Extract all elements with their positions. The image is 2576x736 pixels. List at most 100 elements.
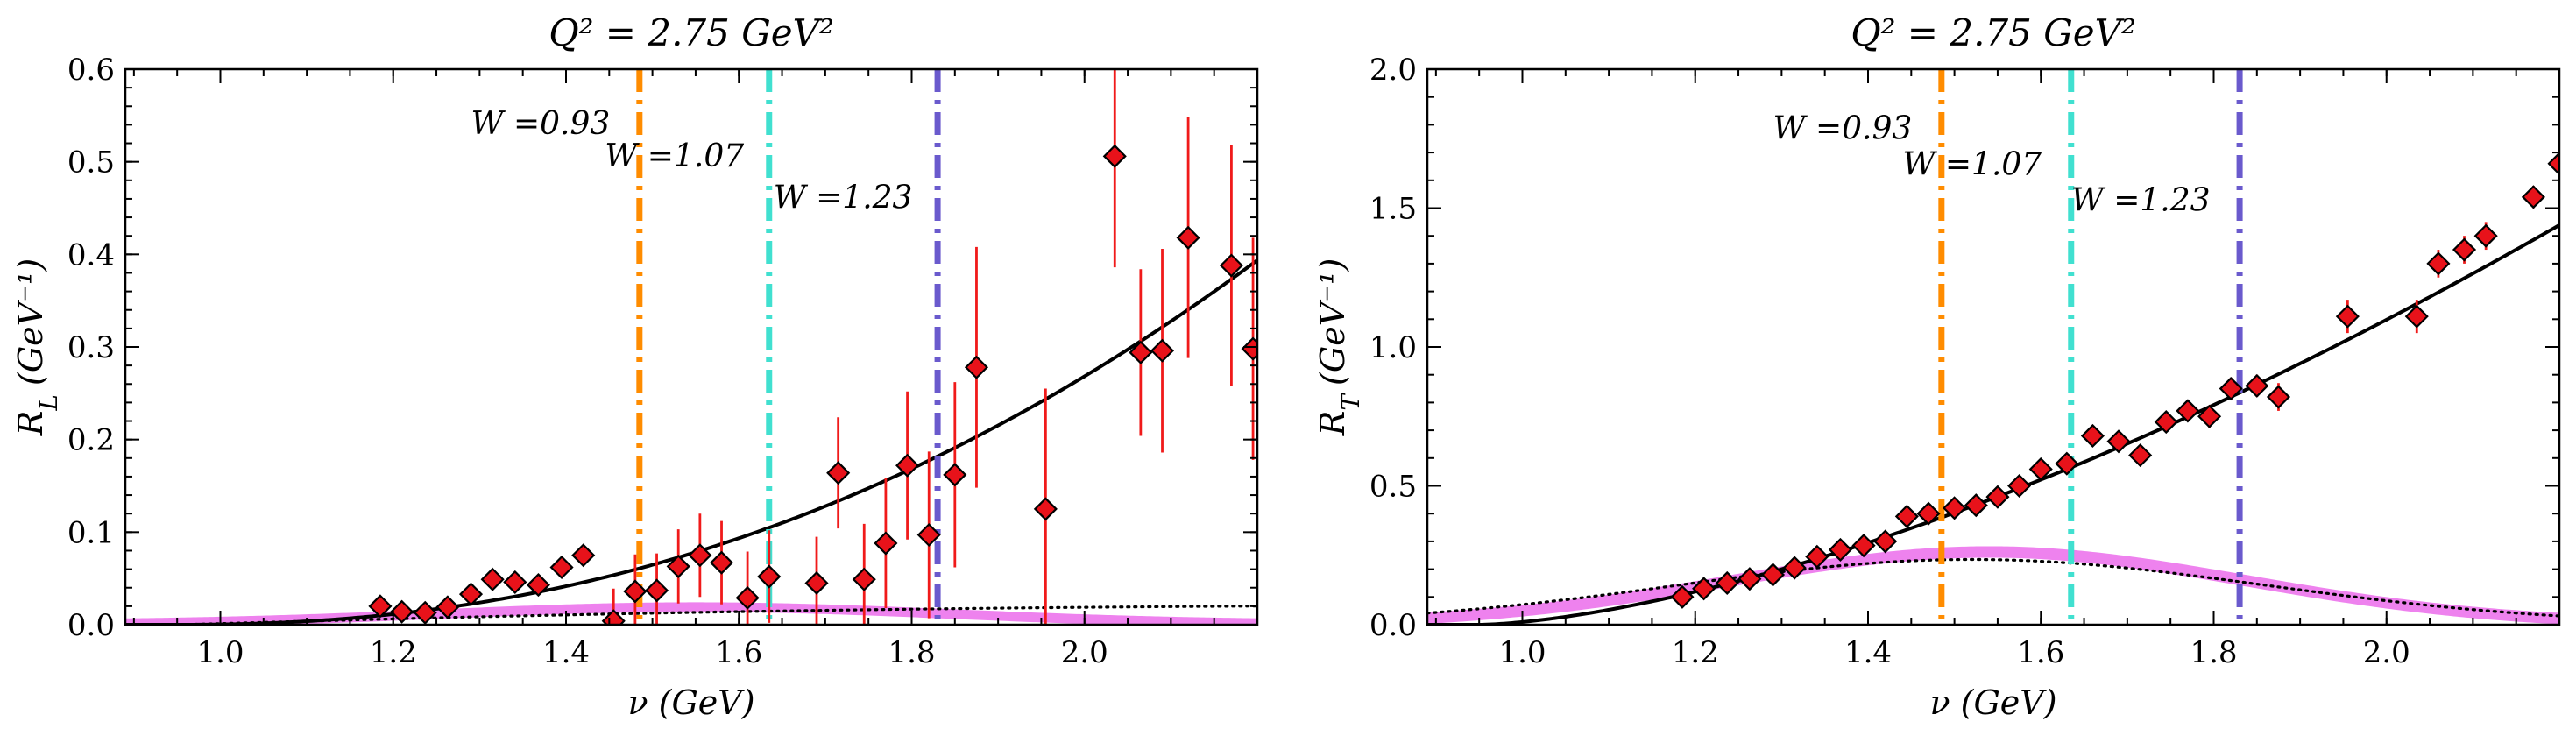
xtick-label: 2.0 (1061, 635, 1108, 670)
x-axis-label: ν (GeV) (627, 683, 754, 722)
data-point-15 (688, 543, 712, 568)
data-point-18 (2055, 451, 2079, 476)
data-point-22 (874, 531, 898, 556)
xtick-label: 1.4 (542, 635, 590, 670)
data-point-12 (1916, 501, 1941, 526)
xtick-label: 2.0 (2363, 635, 2410, 670)
data-point-4 (1737, 567, 1762, 591)
ytick-label: 0.0 (67, 608, 115, 643)
fit-curve (125, 258, 1257, 625)
dotted-curve (1427, 557, 2559, 618)
data-point-5 (1760, 563, 1786, 587)
data-point-26 (2245, 373, 2269, 398)
data-point-14 (1964, 493, 1988, 518)
data-point-6 (1782, 556, 1807, 580)
data-point-17 (2028, 456, 2053, 482)
y-axis-label: RL(GeV⁻¹) (11, 258, 63, 436)
ytick-label: 1.5 (1369, 192, 1417, 227)
data-point-30 (1150, 338, 1175, 363)
chart-title: Q² = 2.75 GeV² (548, 11, 834, 54)
xtick-label: 1.2 (370, 635, 417, 670)
data-point-14 (666, 554, 690, 578)
xtick-label: 1.2 (1672, 635, 1719, 670)
data-point-8 (1828, 537, 1852, 562)
plot-area (1427, 69, 2559, 625)
xtick-label: 1.0 (1498, 635, 1546, 670)
ytick-label: 0.5 (1369, 470, 1417, 505)
data-point-27 (1033, 497, 1058, 521)
data-point-31 (2452, 237, 2477, 262)
ytick-label: 0.3 (67, 330, 115, 365)
data-point-10 (1873, 529, 1898, 554)
data-point-33 (2521, 185, 2545, 209)
data-point-28 (2335, 304, 2360, 329)
model-band-curve (1427, 546, 2559, 625)
w-annotation-1: W =0.93 (471, 106, 611, 142)
xtick-label: 1.4 (1844, 635, 1892, 670)
data-point-22 (2154, 410, 2178, 435)
data-point-32 (2473, 223, 2498, 248)
data-point-1 (368, 594, 393, 619)
data-point-18 (757, 564, 782, 589)
data-point-29 (2404, 304, 2429, 329)
data-point-13 (1943, 496, 1967, 520)
data-point-24 (916, 522, 941, 548)
data-point-19 (804, 570, 829, 596)
data-point-2 (390, 599, 414, 624)
ytick-label: 0.4 (67, 237, 115, 272)
ticks (125, 68, 1258, 626)
data-point-12 (623, 579, 648, 604)
data-point-17 (735, 585, 760, 610)
data-point-30 (2426, 251, 2451, 276)
data-point-9 (1851, 534, 1876, 558)
xtick-label: 1.6 (2017, 635, 2064, 670)
data-point-13 (644, 578, 669, 603)
data-point-11 (1894, 504, 1919, 528)
data-point-5 (458, 582, 484, 606)
data-point-8 (526, 573, 550, 598)
data-point-20 (826, 461, 851, 485)
data-point-16 (2007, 473, 2032, 499)
y-axis-label: RT(GeV⁻¹) (1313, 258, 1365, 437)
x-axis-label: ν (GeV) (1929, 683, 2056, 722)
xtick-label: 1.6 (715, 635, 762, 670)
data-point-7 (1805, 544, 1829, 569)
ytick-label: 0.2 (67, 423, 115, 458)
rl-panel: W =0.93W =1.07 W =1.23 1.0 1.2 1.4 1.6 1.8 2.0 0… (11, 11, 1259, 722)
ytick-label: 0.6 (67, 53, 115, 88)
data-point-6 (480, 567, 505, 591)
chart-title: Q² = 2.75 GeV² (1851, 11, 2136, 54)
data-point-15 (1985, 485, 2010, 509)
w-annotation-2: W =1.07 (605, 138, 744, 174)
data-point-23 (895, 453, 920, 478)
data-point-10 (571, 543, 596, 568)
data-point-25 (2219, 376, 2243, 401)
w-annotation-3: W =1.23 (2071, 183, 2211, 219)
data-point-26 (964, 355, 989, 379)
w-annotation-2: W =1.07 (1902, 146, 2042, 182)
data-point-23 (2176, 399, 2200, 423)
data-point-33 (1241, 336, 1257, 361)
data-point-7 (503, 570, 527, 594)
w-annotation-3: W =1.23 (774, 180, 913, 216)
data-point-25 (943, 463, 967, 487)
data-point-3 (1715, 570, 1739, 596)
data-point-1 (1670, 584, 1695, 609)
data-point-9 (549, 555, 574, 580)
data-point-4 (435, 595, 460, 619)
data-point-3 (413, 600, 437, 625)
fit-curve (1427, 223, 2559, 625)
ytick-label: 2.0 (1369, 53, 1417, 88)
xtick-label: 1.8 (2190, 635, 2237, 670)
data-point-28 (1102, 144, 1127, 168)
data-point-21 (852, 567, 876, 591)
data-point-29 (1129, 340, 1153, 364)
plot-area (125, 69, 1257, 625)
data-point-19 (2080, 423, 2105, 448)
data-point-31 (1176, 225, 1200, 250)
xtick-label: 1.0 (196, 635, 244, 670)
data-point-21 (2128, 443, 2153, 468)
data-point-32 (1219, 253, 1243, 278)
xtick-label: 1.8 (888, 635, 935, 670)
